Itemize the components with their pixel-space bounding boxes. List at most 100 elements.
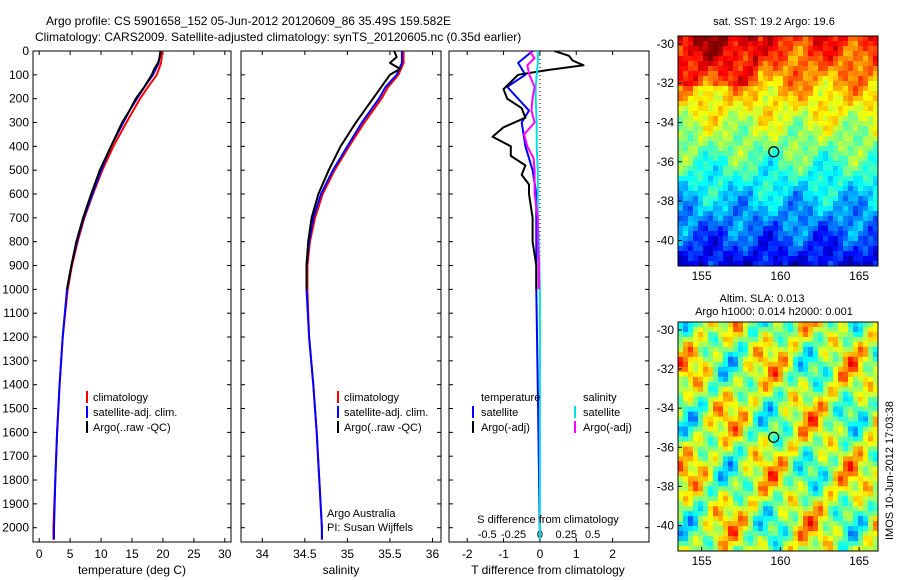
heatmap-cell (733, 171, 739, 177)
heatmap-cell (768, 446, 774, 452)
heatmap-cell (748, 546, 754, 552)
heatmap-cell (713, 351, 719, 358)
heatmap-cell (768, 411, 774, 417)
heatmap-cell (828, 341, 834, 348)
x-tick-label: 5 (67, 547, 74, 561)
heatmap-cell (868, 436, 874, 442)
heatmap-cell (873, 511, 879, 517)
heatmap-cell (753, 486, 759, 492)
heatmap-cell (838, 501, 844, 507)
heatmap-cell (858, 76, 864, 82)
heatmap-cell (768, 81, 774, 87)
heatmap-cell (778, 461, 784, 467)
heatmap-cell (763, 346, 769, 353)
heatmap-cell (783, 76, 789, 82)
heatmap-cell (723, 441, 729, 447)
heatmap-cell (803, 421, 809, 427)
heatmap-cell (713, 341, 719, 348)
heatmap-cell (768, 161, 774, 167)
heatmap-cell (858, 486, 864, 492)
heatmap-cell (803, 516, 809, 522)
heatmap-cell (723, 121, 729, 127)
heatmap-cell (848, 141, 854, 147)
heatmap-cell (718, 351, 724, 358)
heatmap-cell (848, 396, 854, 403)
heatmap-cell (863, 226, 869, 232)
heatmap-cell (818, 106, 824, 112)
heatmap-cell (768, 461, 774, 467)
heatmap-cell (713, 181, 719, 187)
heatmap-cell (778, 51, 784, 57)
heatmap-cell (848, 491, 854, 497)
heatmap-cell (853, 171, 859, 177)
heatmap-cell (848, 81, 854, 87)
heatmap-cell (873, 476, 879, 482)
heatmap-cell (718, 521, 724, 527)
heatmap-cell (803, 151, 809, 157)
heatmap-cell (698, 516, 704, 522)
heatmap-cell (778, 41, 784, 47)
heatmap-cell (798, 51, 804, 57)
heatmap-cell (843, 471, 849, 477)
heatmap-cell (793, 376, 799, 383)
heatmap-cell (728, 116, 734, 122)
heatmap-cell (873, 466, 879, 472)
heatmap-cell (738, 416, 744, 422)
heatmap-cell (683, 501, 689, 507)
heatmap-cell (698, 521, 704, 527)
heatmap-cell (758, 71, 764, 77)
heatmap-cell (798, 131, 804, 137)
heatmap-cell (693, 536, 699, 542)
heatmap-cell (788, 106, 794, 112)
heatmap-cell (733, 541, 739, 547)
heatmap-cell (838, 161, 844, 167)
heatmap-cell (798, 431, 804, 437)
heatmap-cell (758, 51, 764, 57)
heatmap-cell (683, 261, 689, 267)
heatmap-cell (828, 441, 834, 447)
heatmap-cell (818, 161, 824, 167)
heatmap-cell (718, 486, 724, 492)
heatmap-cell (693, 256, 699, 262)
heatmap-cell (838, 541, 844, 547)
heatmap-cell (758, 396, 764, 403)
heatmap-cell (818, 516, 824, 522)
heatmap-cell (853, 161, 859, 167)
heatmap-cell (758, 381, 764, 388)
heatmap-cell (863, 371, 869, 378)
heatmap-cell (793, 236, 799, 242)
heatmap-cell (858, 511, 864, 517)
heatmap-cell (708, 381, 714, 388)
heatmap-cell (813, 476, 819, 482)
heatmap-cell (813, 481, 819, 487)
heatmap-cell (843, 261, 849, 267)
heatmap-cell (688, 456, 694, 462)
heatmap-cell (738, 322, 744, 328)
heatmap-cell (778, 211, 784, 217)
heatmap-cell (843, 51, 849, 57)
heatmap-cell (678, 536, 684, 542)
heatmap-cell (688, 541, 694, 547)
heatmap-cell (708, 136, 714, 142)
heatmap-cell (788, 341, 794, 348)
heatmap-cell (808, 481, 814, 487)
heatmap-cell (838, 371, 844, 378)
heatmap-cell (768, 96, 774, 102)
heatmap-cell (823, 116, 829, 122)
heatmap-cell (783, 196, 789, 202)
heatmap-cell (798, 541, 804, 547)
heatmap-cell (753, 536, 759, 542)
heatmap-cell (783, 506, 789, 512)
heatmap-cell (818, 336, 824, 343)
heatmap-cell (738, 56, 744, 62)
heatmap-cell (728, 241, 734, 247)
heatmap-cell (778, 366, 784, 373)
heatmap-cell (708, 496, 714, 502)
heatmap-cell (708, 206, 714, 212)
heatmap-cell (753, 226, 759, 232)
heatmap-cell (818, 511, 824, 517)
heatmap-cell (843, 376, 849, 383)
heatmap-cell (833, 166, 839, 172)
heatmap-cell (768, 51, 774, 57)
heatmap-cell (818, 476, 824, 482)
